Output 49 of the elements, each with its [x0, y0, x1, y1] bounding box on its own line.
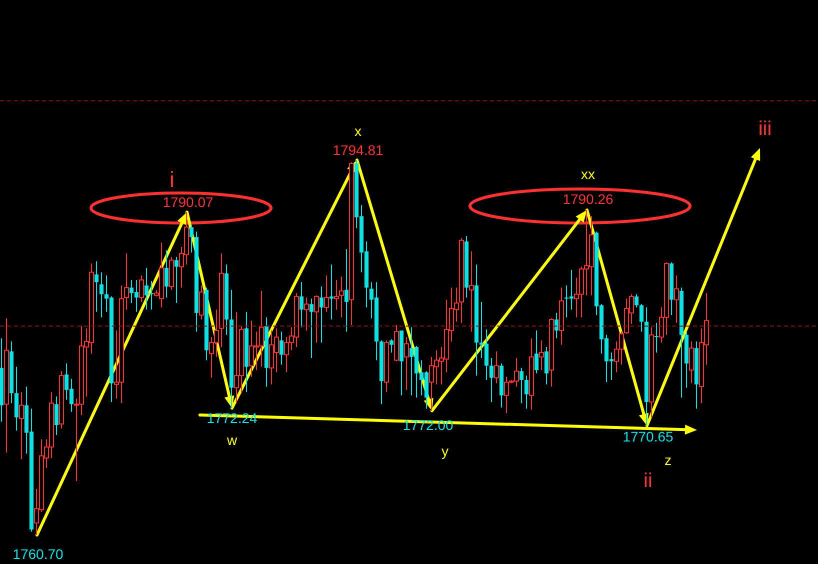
candlestick — [390, 338, 394, 353]
candlestick — [674, 275, 679, 324]
candlestick — [300, 282, 304, 328]
candlestick — [539, 340, 544, 371]
candlestick — [490, 358, 494, 402]
candlestick — [554, 312, 558, 339]
annotation: 1770.65 — [622, 428, 674, 445]
annotation: xx — [581, 166, 595, 182]
candlestick — [164, 250, 168, 298]
candlestick — [94, 260, 98, 312]
annotation: 1790.07 — [162, 194, 214, 210]
candlestick — [124, 253, 129, 310]
candlestick — [174, 256, 178, 304]
candlestick — [404, 336, 409, 390]
candlestick — [320, 286, 324, 344]
candlestick — [640, 304, 644, 332]
candlestick — [314, 294, 319, 344]
text: iii — [758, 118, 772, 140]
candlestick — [324, 275, 329, 312]
candlestick — [520, 367, 524, 404]
candlestick — [334, 279, 339, 310]
annotation: z — [664, 452, 672, 468]
candlestick — [139, 275, 144, 302]
annotation: w — [226, 432, 238, 448]
candlestick — [344, 248, 348, 332]
annotation: 1760.70 — [12, 546, 64, 562]
candlestick — [524, 375, 528, 410]
annotation: 1794.81 — [332, 142, 384, 158]
candlestick — [310, 298, 314, 358]
candlestick — [54, 396, 58, 436]
annotation: 1790.26 — [562, 191, 614, 208]
candlestick — [19, 392, 24, 460]
candlestick — [100, 272, 104, 318]
candlestick — [544, 346, 548, 385]
text: x — [354, 123, 362, 139]
candlestick — [304, 297, 309, 332]
candlestick — [634, 294, 638, 308]
candlestick — [280, 331, 284, 366]
candlestick — [199, 284, 204, 320]
candlestick — [330, 264, 334, 320]
candlestick — [534, 330, 538, 374]
annotation: i — [170, 167, 174, 192]
candlestick — [469, 250, 474, 332]
candlestick — [339, 276, 344, 318]
candlestick — [689, 341, 694, 384]
candlestick — [190, 224, 194, 253]
annotation: y — [442, 443, 448, 459]
candlestick — [494, 350, 499, 384]
annotation: ii — [644, 470, 652, 492]
